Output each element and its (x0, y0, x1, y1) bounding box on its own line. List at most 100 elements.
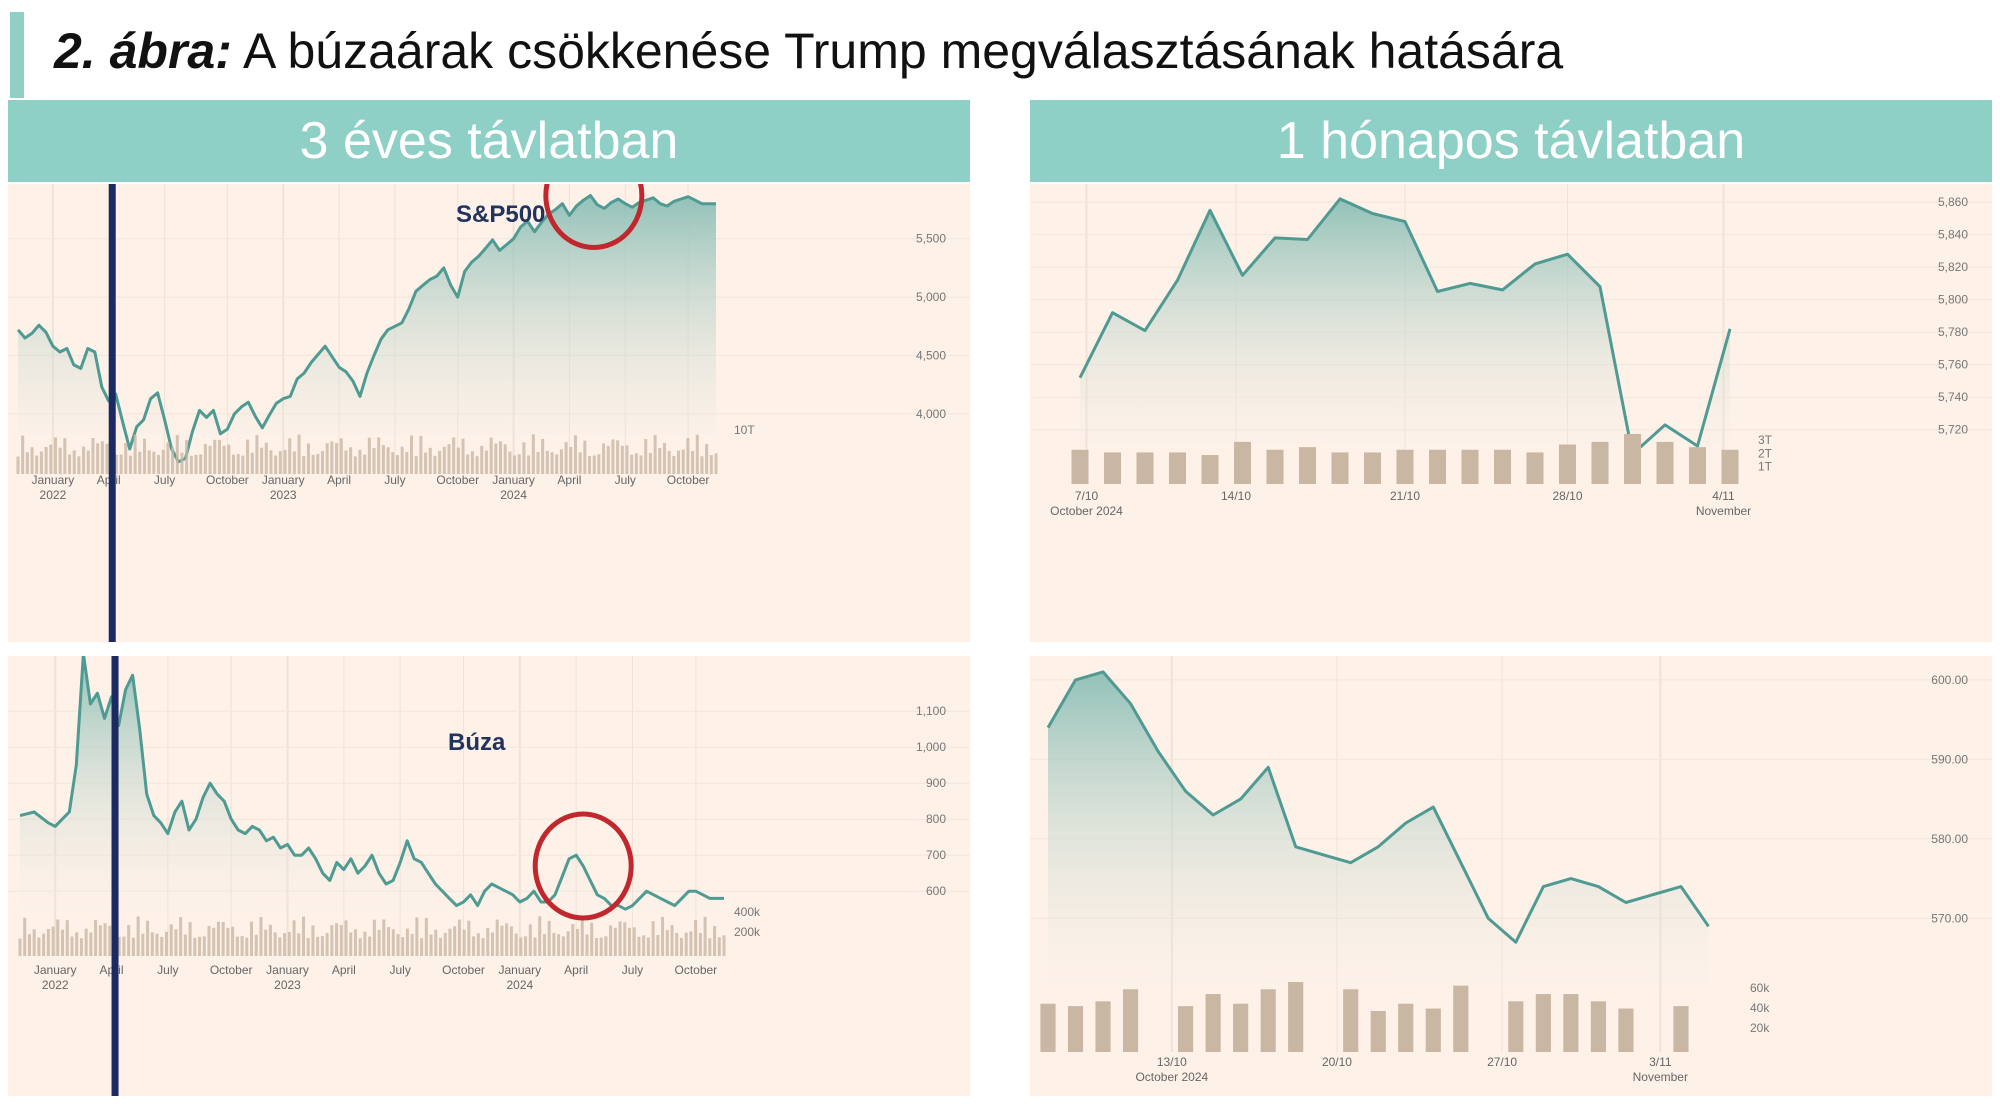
volume-bar (457, 919, 461, 956)
volume-bar (142, 438, 146, 474)
volume-bar (547, 920, 551, 956)
volume-bar (514, 933, 518, 956)
volume-bar (39, 451, 43, 474)
volume-bar (467, 920, 471, 956)
x-tick-sublabel: 2023 (270, 488, 297, 502)
volume-bar (105, 443, 109, 474)
volume-bar (1260, 989, 1276, 1052)
series-line (1046, 670, 1710, 944)
volume-bar (646, 937, 650, 956)
volume-bar (1721, 449, 1739, 484)
figure-caption: A búzaárak csökkenése Trump megválasztás… (243, 23, 1564, 79)
volume-bar (486, 927, 490, 956)
volume-bar (84, 928, 88, 956)
volume-bar (82, 446, 86, 474)
volume-bar (63, 438, 67, 474)
volume-bar (146, 920, 150, 956)
volume-bar (533, 937, 537, 956)
volume-bar (231, 926, 235, 956)
volume-bar (58, 447, 62, 474)
volume-bar (1201, 455, 1219, 484)
volume-bar (363, 454, 367, 474)
volume-bar (564, 442, 568, 474)
volume-bar (183, 934, 187, 956)
volume-bar (443, 932, 447, 956)
volume-bar (44, 446, 48, 474)
volume-bar (419, 435, 423, 474)
volume-bar (499, 441, 503, 474)
volume-bar (415, 917, 419, 956)
volume-bar (236, 454, 240, 474)
volume-bar (335, 443, 339, 474)
volume-bar (1591, 441, 1609, 484)
volume-bar (72, 450, 76, 474)
volume-bar (1618, 1008, 1634, 1052)
volume-axis-label: 200k (734, 925, 761, 939)
volume-bar (227, 444, 231, 474)
volume-bar (665, 930, 669, 956)
volume-bar (391, 452, 395, 474)
volume-bar (150, 932, 154, 956)
volume-bar (1558, 444, 1577, 484)
volume-bar (391, 929, 395, 956)
x-tick-label: October (210, 963, 253, 977)
volume-bar (585, 934, 589, 956)
volume-bar (133, 434, 137, 474)
volume-bar (708, 938, 712, 956)
volume-bar (623, 922, 627, 956)
volume-bar (637, 936, 641, 956)
volume-bar (439, 937, 443, 956)
volume-bar (401, 937, 405, 956)
volume-bar (703, 916, 707, 956)
volume-bar (108, 925, 112, 956)
volume-bar (25, 452, 29, 474)
volume-bar (382, 919, 386, 956)
volume-bar (590, 922, 594, 956)
volume-bar (571, 924, 575, 956)
volume-bar (503, 444, 507, 474)
volume-bar (613, 927, 617, 956)
volume-bar (30, 447, 34, 474)
volume-bar (189, 455, 193, 474)
volume-bar (273, 932, 277, 956)
x-tick-label: April (327, 473, 351, 487)
volume-bar (166, 442, 170, 474)
volume-bar (470, 451, 474, 474)
highlight-circle (532, 811, 634, 921)
volume-bar (124, 442, 128, 474)
volume-bar (538, 916, 542, 956)
volume-bar (49, 444, 53, 474)
volume-bar (1425, 1008, 1441, 1052)
volume-bar (127, 924, 131, 956)
volume-bar (330, 925, 334, 956)
volume-bar (231, 454, 235, 474)
volume-bar (576, 928, 580, 956)
volume-bar (212, 927, 216, 956)
volume-bar (495, 919, 499, 956)
volume-bar (433, 455, 437, 474)
volume-bar (363, 931, 367, 956)
figure-title-bar: 2. ábra: A búzaárak csökkenése Trump meg… (10, 12, 1990, 98)
volume-bar (583, 440, 587, 474)
volume-bar (1590, 1001, 1606, 1052)
volume-bar (480, 445, 484, 474)
volume-bar (268, 924, 272, 956)
volume-bar (691, 451, 695, 474)
volume-bar (414, 456, 418, 474)
volume-bar (452, 437, 456, 474)
volume-bar (325, 443, 329, 474)
y-tick-label: 800 (926, 812, 946, 826)
volume-bar (1178, 1006, 1194, 1052)
x-tick-label: July (157, 963, 178, 977)
series-line (19, 656, 724, 911)
x-tick-sublabel: 2022 (40, 488, 67, 502)
wheat-3y-plot: 6007008009001,0001,100400k200kJanuary202… (8, 656, 970, 1096)
volume-bar (618, 921, 622, 956)
volume-bar (429, 934, 433, 956)
y-tick-label: 5,780 (1938, 325, 1968, 339)
volume-bar (609, 925, 613, 956)
sp500-1m-plot: 5,720 5,740 5,760 5,780 5,800 5,820 5,840 5,860… (1030, 184, 1992, 518)
volume-bar (65, 920, 69, 956)
volume-bar (171, 447, 175, 474)
volume-bar (490, 932, 494, 956)
